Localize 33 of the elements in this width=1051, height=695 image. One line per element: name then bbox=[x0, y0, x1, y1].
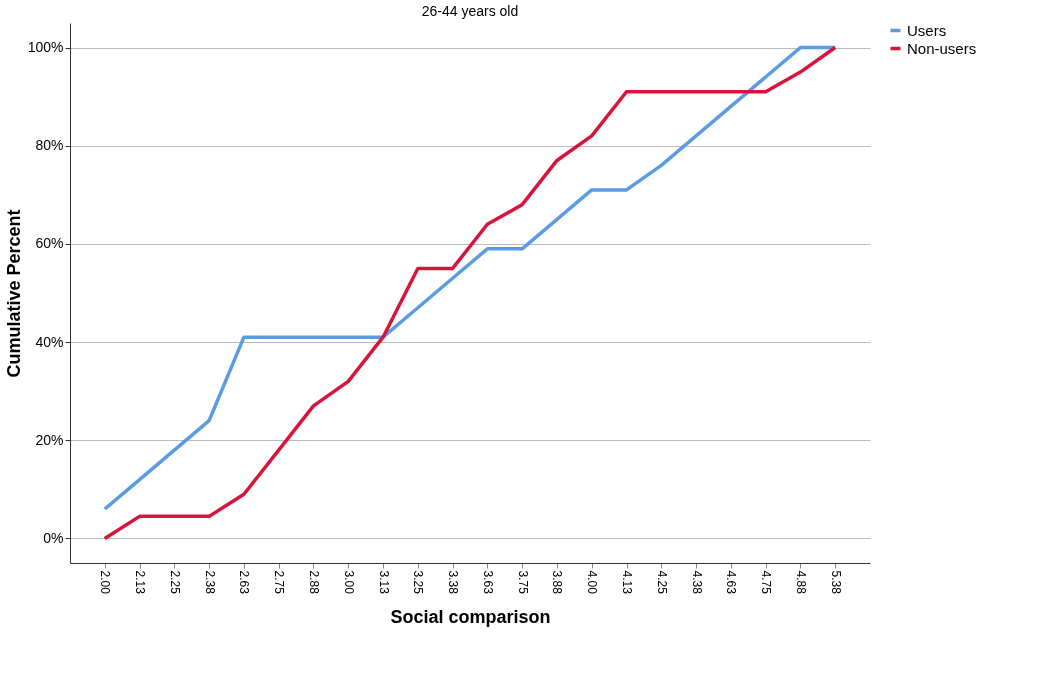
x-tick-label: 3.88 bbox=[550, 570, 565, 595]
y-tick-label: 20% bbox=[35, 431, 64, 448]
y-tick-label: 100% bbox=[27, 39, 64, 56]
x-tick-label: 2.13 bbox=[133, 570, 148, 595]
x-tick-label: 2.75 bbox=[272, 570, 287, 595]
y-tick-label: 60% bbox=[35, 235, 64, 252]
y-tick-label: 0% bbox=[43, 529, 64, 546]
x-tick-label: 4.25 bbox=[654, 570, 669, 595]
x-tick-label: 2.00 bbox=[98, 570, 113, 595]
legend-label: Users bbox=[907, 21, 947, 39]
y-axis-title: Cumulative Percent bbox=[3, 209, 24, 378]
y-tick-label: 80% bbox=[35, 137, 64, 154]
x-tick-label: 2.88 bbox=[306, 570, 321, 595]
x-tick-label: 3.13 bbox=[376, 570, 391, 595]
x-tick-label: 3.25 bbox=[411, 570, 426, 595]
x-tick-label: 4.75 bbox=[759, 570, 774, 595]
x-tick-label: 3.38 bbox=[446, 570, 461, 595]
x-tick-label: 2.63 bbox=[237, 570, 252, 595]
x-tick-label: 3.00 bbox=[341, 570, 356, 595]
x-tick-label: 2.38 bbox=[202, 570, 217, 595]
x-tick-label: 4.00 bbox=[585, 570, 600, 595]
x-tick-label: 4.13 bbox=[620, 570, 635, 595]
x-tick-label: 4.63 bbox=[724, 570, 739, 595]
x-tick-label: 4.38 bbox=[689, 570, 704, 595]
x-tick-label: 5.38 bbox=[828, 570, 843, 595]
x-tick-label: 4.88 bbox=[793, 570, 808, 595]
chart-title: 26-44 years old bbox=[421, 3, 519, 19]
x-tick-label: 3.75 bbox=[515, 570, 530, 595]
x-tick-label: 3.63 bbox=[480, 570, 495, 595]
x-tick-label: 2.25 bbox=[167, 570, 182, 595]
y-tick-label: 40% bbox=[35, 333, 64, 350]
x-axis-title: Social comparison bbox=[390, 606, 551, 627]
legend-label: Non-users bbox=[907, 39, 977, 57]
